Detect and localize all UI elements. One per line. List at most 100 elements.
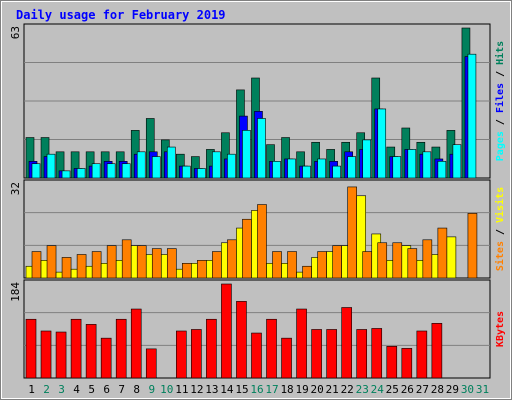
bar-hits-pages-day-10 [166,146,176,179]
bar-visits-sites-day-3 [61,257,72,279]
bar-visits-sites-day-6 [106,245,117,279]
bar-kbytes-kbytes-day-5 [85,324,97,379]
day-label-9: 9 [148,383,155,396]
bar-kbytes-kbytes-day-3 [55,331,67,379]
bar-kbytes-kbytes-day-27 [416,330,428,379]
axis-label-files: Files [494,83,506,113]
chart-inner-border [1,1,511,399]
bar-hits-pages-day-2 [46,153,56,179]
bar-kbytes-kbytes-day-25 [386,346,398,379]
bar-visits-sites-day-20 [317,251,327,279]
bar-hits-pages-day-23 [362,139,372,179]
bar-hits-pages-day-8 [136,151,146,179]
bar-kbytes-kbytes-day-2 [40,330,52,379]
day-label-24: 24 [371,383,385,396]
bar-kbytes-kbytes-day-28 [431,323,443,379]
bar-visits-sites-day-30 [467,213,478,279]
day-label-15: 15 [235,383,248,396]
day-label-25: 25 [386,383,399,396]
bar-hits-pages-day-27 [422,151,432,179]
bar-visits-sites-day-28 [437,227,448,279]
bar-hits-pages-day-24 [377,108,387,179]
bar-visits-sites-day-2 [46,245,57,279]
bar-hits-pages-day-11 [182,165,191,179]
panel-visits: 32 Sites / Visits [9,179,506,279]
bar-visits-sites-day-27 [422,239,433,279]
axis-label-kbytes: KBytes [495,311,506,347]
bar-hits-pages-day-4 [76,168,86,179]
bar-hits-pages-day-13 [212,151,221,179]
day-label-17: 17 [265,383,278,396]
bar-hits-pages-day-28 [437,161,447,179]
bar-kbytes-kbytes-day-11 [176,330,187,379]
day-label-1: 1 [28,383,35,396]
panel-kbytes-max-label: 184 [9,282,22,302]
bar-hits-pages-day-12 [197,168,206,179]
day-label-29: 29 [446,383,459,396]
bar-visits-sites-day-7 [121,239,132,279]
bar-visits-sites-day-23 [362,251,373,279]
panel-visits-axis-label: Sites / Visits [494,187,506,271]
axis-label-pages: Pages [495,131,506,161]
x-axis-day-labels: 1 2 3 4 5 6 7 8 9 10 11 12 13 14 15 16 17 18 19 20 21 22 23 24 2… [28,383,489,396]
bar-kbytes-kbytes-day-13 [206,318,217,379]
bar-kbytes-kbytes-day-9 [145,348,157,379]
day-label-23: 23 [356,383,369,396]
day-label-6: 6 [103,383,110,396]
bar-hits-pages-day-7 [121,163,131,179]
bar-visits-sites-day-14 [227,239,237,279]
bar-visits-sites-day-21 [332,245,342,279]
bar-visits-sites-day-19 [302,265,312,279]
axis-label-separator: / [495,113,506,131]
bar-hits-pages-day-14 [227,153,236,179]
axis-label-sites: Sites [494,241,506,271]
day-label-12: 12 [190,383,203,396]
day-label-28: 28 [431,383,444,396]
day-label-3: 3 [58,383,65,396]
bar-kbytes-kbytes-day-20 [311,329,322,379]
bar-hits-pages-day-20 [317,158,326,179]
day-label-11: 11 [175,383,188,396]
bar-visits-sites-day-8 [136,245,147,279]
bar-kbytes-kbytes-day-24 [371,328,383,379]
bar-hits-pages-day-19 [302,165,311,179]
bar-visits-sites-day-9 [151,248,162,279]
bar-visits-sites-day-26 [407,248,418,279]
bar-visits-visits-day-29 [446,236,457,279]
day-label-8: 8 [133,383,140,396]
bar-hits-pages-day-17 [272,161,281,179]
panel-hits: 63 Pages / Files / Hits [9,23,506,179]
day-label-31: 31 [476,383,489,396]
day-label-30: 30 [461,383,474,396]
bar-kbytes-kbytes-day-15 [236,301,247,379]
bar-kbytes-kbytes-day-8 [130,308,142,379]
day-label-27: 27 [416,383,429,396]
day-label-19: 19 [295,383,308,396]
bar-visits-sites-day-4 [76,254,87,279]
day-label-20: 20 [311,383,324,396]
panel-kbytes: 184 KBytes [9,279,506,379]
bar-kbytes-kbytes-day-14 [221,283,232,379]
bar-visits-sites-day-22 [347,186,357,279]
bar-hits-pages-day-21 [332,165,341,179]
axis-label-separator: / [495,223,506,241]
chart-title: Daily usage for February 2019 [16,8,226,22]
bar-kbytes-kbytes-day-16 [251,332,262,379]
day-label-21: 21 [326,383,339,396]
bar-visits-sites-day-18 [287,251,297,279]
bar-hits-pages-day-1 [31,163,41,179]
bar-kbytes-kbytes-day-1 [25,318,37,379]
bar-visits-sites-day-12 [197,260,207,279]
panel-hits-max-label: 63 [9,26,22,39]
day-label-5: 5 [88,383,95,396]
bar-hits-pages-day-22 [347,156,356,179]
bar-kbytes-kbytes-day-7 [115,318,127,379]
bar-visits-sites-day-17 [272,251,282,279]
bar-visits-sites-day-1 [31,251,42,279]
bar-hits-pages-day-15 [242,130,251,179]
bar-kbytes-kbytes-day-18 [281,337,292,379]
day-label-22: 22 [341,383,354,396]
axis-label-separator: / [495,65,506,83]
bar-visits-sites-day-25 [392,242,403,279]
